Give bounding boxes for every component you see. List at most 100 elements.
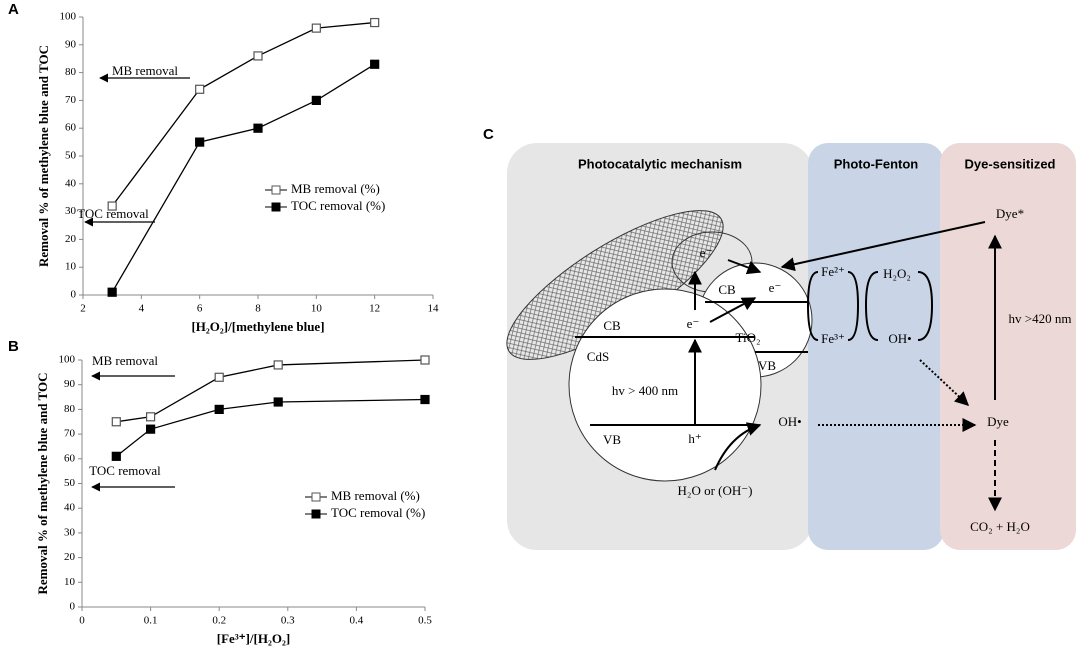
label: hv >420 nm [1009, 311, 1072, 326]
y-axis-label: Removal % of methylene blue and TOC [36, 45, 51, 267]
annotation: TOC removal [89, 463, 161, 478]
label: TiO₂ [735, 330, 760, 345]
series-line [111, 63, 376, 293]
x-tick-label: 0.5 [418, 615, 432, 627]
panel-label: B [8, 338, 19, 355]
point [370, 17, 380, 28]
y-tick-label: 0 [70, 601, 76, 613]
x-tick-label: 12 [369, 303, 380, 315]
series-line [116, 359, 426, 423]
label: VB [758, 358, 776, 373]
label: OH• [778, 414, 801, 429]
x-tick-label: 0.1 [144, 615, 158, 627]
series-line [115, 398, 426, 457]
cycle [864, 271, 879, 341]
panel-label: C [483, 126, 494, 143]
section-title: Dye-sensitized [964, 156, 1055, 171]
section-title: Photocatalytic mechanism [578, 156, 742, 171]
legend-marker [311, 492, 321, 502]
point [311, 23, 321, 33]
diagram: C Photocatalytic mechanism Photo-Fenton … [483, 126, 1076, 550]
label: Fe²⁺ [821, 264, 845, 279]
point [146, 424, 156, 434]
y-tick-label: 40 [65, 177, 77, 189]
point [214, 404, 224, 414]
label: VB [603, 432, 621, 447]
x-tick-label: 2 [80, 303, 86, 315]
annotation: MB removal [92, 353, 158, 368]
section-bg [940, 143, 1076, 550]
label: CB [718, 282, 736, 297]
x-axis-label: [H₂O₂]/[methylene blue] [191, 319, 324, 334]
arrow [780, 221, 986, 272]
label: OH• [888, 331, 911, 346]
section-title: Photo-Fenton [834, 156, 919, 171]
arrow [727, 259, 762, 275]
label: h⁺ [688, 431, 701, 446]
label: hv > 400 nm [612, 383, 678, 398]
point [214, 372, 224, 382]
label: CdS [587, 349, 609, 364]
cycle [847, 271, 860, 341]
y-tick-label: 70 [64, 428, 76, 440]
legend-label: MB removal (%) [331, 488, 420, 503]
y-tick-label: 100 [59, 354, 76, 366]
y-tick-label: 10 [64, 576, 76, 588]
y-tick-label: 60 [64, 452, 76, 464]
point [107, 201, 117, 211]
y-tick-label: 100 [60, 11, 77, 23]
x-tick-label: 0 [79, 615, 85, 627]
x-tick-label: 8 [255, 303, 261, 315]
legend-marker [271, 185, 281, 195]
point [253, 51, 263, 61]
y-tick-label: 60 [65, 122, 77, 134]
y-tick-label: 90 [65, 38, 77, 50]
label: Dye* [996, 206, 1024, 221]
legend-marker [271, 202, 281, 212]
label: Fe³⁺ [821, 331, 845, 346]
x-axis-label: [Fe³⁺]/[H₂O₂] [217, 631, 290, 646]
y-tick-label: 30 [65, 205, 77, 217]
point [111, 451, 121, 461]
chart: A 0 10 20 30 40 50 60 70 80 90 100 2 4 6 8 10 12 14 [H₂O₂]/… [8, 1, 439, 334]
label: CO₂ + H₂O [970, 519, 1030, 534]
y-tick-label: 20 [65, 233, 77, 245]
point [420, 355, 430, 365]
x-tick-label: 10 [311, 303, 323, 315]
annotation: MB removal [112, 63, 178, 78]
label: Dye [987, 414, 1009, 429]
point [111, 417, 121, 427]
label: e⁻ [700, 245, 713, 260]
chart: B 0 10 20 30 40 50 60 70 80 90 100 0 0.1 0.2 0.3 0.4 0.5 [… [8, 338, 432, 646]
y-tick-label: 80 [65, 66, 77, 78]
point [273, 360, 283, 370]
point [311, 95, 321, 106]
legend-label: TOC removal (%) [291, 198, 385, 213]
x-tick-label: 6 [197, 303, 203, 315]
y-tick-label: 10 [65, 261, 77, 273]
label: e⁻ [769, 280, 782, 295]
x-tick-label: 4 [139, 303, 145, 315]
cycle [917, 271, 934, 341]
annotation: TOC removal [77, 206, 149, 221]
point [146, 412, 156, 422]
x-tick-label: 0.2 [212, 615, 226, 627]
y-tick-label: 40 [64, 502, 76, 514]
label: H₂O or (OH⁻) [678, 483, 753, 498]
y-tick-label: 90 [64, 378, 76, 390]
point [273, 397, 283, 407]
y-tick-label: 50 [64, 477, 76, 489]
y-tick-label: 50 [65, 150, 77, 162]
arrow [919, 359, 970, 406]
y-tick-label: 20 [64, 551, 76, 563]
y-tick-label: 30 [64, 526, 76, 538]
legend-label: MB removal (%) [291, 181, 380, 196]
label: CB [603, 318, 621, 333]
label: H₂O₂ [883, 266, 911, 281]
series-line [111, 21, 375, 207]
arrow [714, 422, 762, 471]
point [253, 123, 263, 133]
point [420, 394, 430, 405]
